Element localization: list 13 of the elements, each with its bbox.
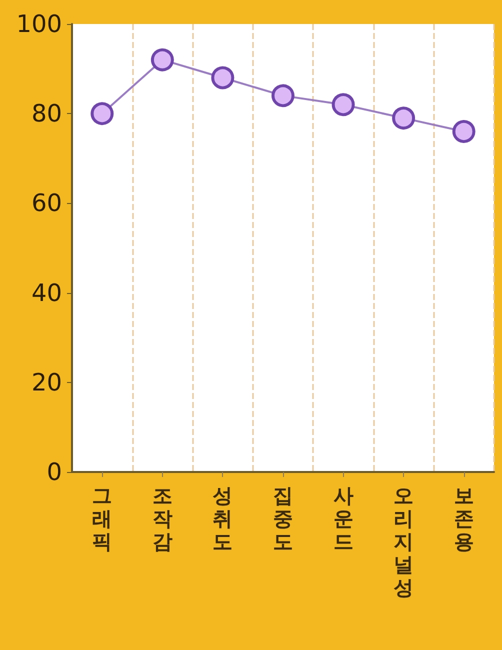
y-tick-label: 80 [31,100,62,128]
y-tick-label: 20 [31,368,62,396]
y-tick-label: 100 [16,10,62,38]
x-tick-label: 보존용 [454,484,474,554]
y-tick-label: 60 [31,189,62,218]
y-tick-label: 0 [46,458,62,486]
x-tick-label: 오리지널성 [394,484,414,600]
x-tick-label: 조작감 [152,484,172,554]
y-tick-label: 40 [31,278,62,307]
x-tick-label: 사운드 [333,484,354,554]
x-tick-label: 집중도 [273,484,293,554]
x-tick-label: 성취도 [212,484,233,554]
x-tick-label: 그래픽 [92,484,112,554]
